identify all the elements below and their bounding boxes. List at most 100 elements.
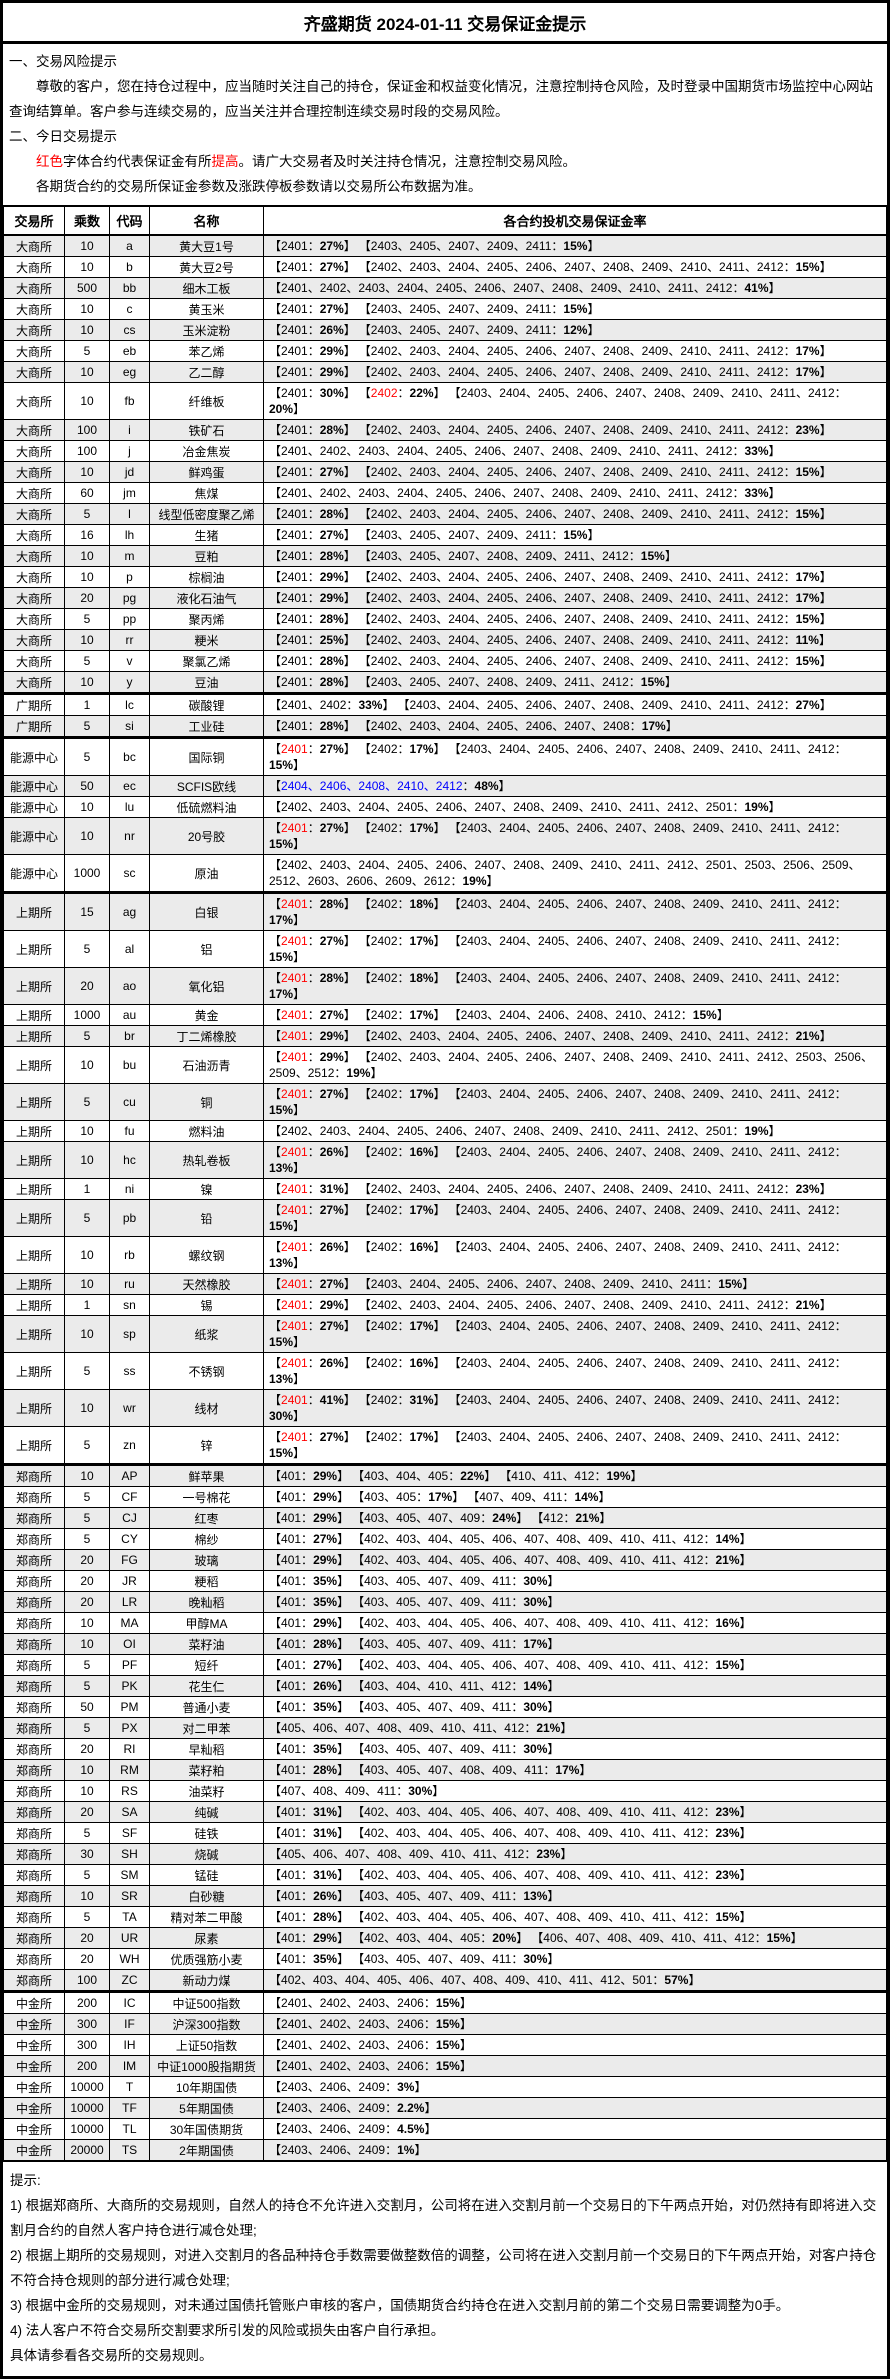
multiplier-cell: 10 [64,1612,110,1634]
margin-rate-value: 15% [269,1335,294,1349]
multiplier-cell: 200 [64,1990,110,2014]
contract-months: 2402 [370,1429,398,1444]
margin-rate-value: 30% [523,1951,548,1966]
contract-group: 【402、403、404、405：20%】 [358,1930,529,1945]
multiplier-cell: 1000 [64,1004,110,1026]
margin-rate-value: 35% [313,1594,338,1609]
multiplier-cell: 5 [64,1199,110,1237]
margin-rate-value: 29% [319,1297,344,1312]
multiplier-cell: 10 [64,629,110,651]
margin-rate-value: 19% [606,1468,631,1483]
contract-months: 2402 [370,385,398,400]
contract-months: 412 [543,1510,564,1525]
margin-rates-cell: 【2403、2406、2409：1%】 [263,2139,887,2162]
margin-rates-cell: 【2401、2402、2403、2406：15%】 [263,2034,887,2056]
name-cell: 焦煤 [149,482,264,504]
contract-months: 2401、2402、2403、2406 [281,2058,424,2073]
exchange-cell: 大商所 [3,650,65,672]
margin-rates-cell: 【2401、2402、2403、2404、2405、2406、2407、2408… [263,277,887,299]
name-cell: 黄大豆1号 [149,234,264,257]
contract-group: 【2402：18%】 [364,970,446,985]
exchange-cell: 大商所 [3,566,65,588]
name-cell: 螺纹钢 [149,1236,264,1274]
contract-group: 【2401、2402、2403、2406：15%】 [269,2016,472,2031]
contract-months: 2402、2403、2404、2405、2406、2407、2408、2409、… [281,1123,733,1138]
table-row: 上期所 10 sp 纸浆 【2401：27%】 【2402：17%】 【2403、2404、… [3,1315,887,1353]
contract-group: 【2401：27%】 [269,259,356,274]
margin-rates-cell: 【2401、2402、2403、2406：15%】 [263,2013,887,2035]
contract-group: 【2402、2403、2404、2405、2406、2407、2408、2409… [364,590,832,605]
margin-rates-cell: 【401：29%】 【402、403、404、405、406、407、408、40… [263,1549,887,1571]
contract-months: 402、403、404、405、406、407、408、409、410、411、… [364,1615,704,1630]
contract-months: 2402 [370,1144,398,1159]
contract-group: 【2401、2402、2403、2406：15%】 [269,1995,472,2010]
margin-rate-value: 17% [795,569,820,584]
contract-group: 【403、404、410、411、412：14%】 [358,1678,560,1693]
name-cell: 沪深300指数 [149,2013,264,2035]
contract-months: 2401 [281,259,308,274]
contract-group: 【2403、2404、2405、2406、2407、2408、2409、2410… [269,1144,847,1176]
contract-group: 【2402、2403、2404、2405、2406、2407、2408、2409… [364,464,832,479]
code-cell: LR [109,1591,150,1613]
contract-group: 【2401：27%】 [269,1202,356,1217]
code-cell: zn [109,1426,150,1465]
margin-rate-value: 27% [313,1657,338,1672]
contract-months: 401 [281,1468,302,1483]
exchange-cell: 大商所 [3,440,65,462]
contract-group: 【2401：27%】 [269,301,356,316]
margin-rate-value: 15% [435,1995,460,2010]
name-cell: 菜籽粕 [149,1759,264,1781]
margin-rate-value: 30% [269,1409,294,1423]
exchange-cell: 大商所 [3,671,65,694]
margin-rates-cell: 【401：28%】 【403、405、407、408、409、411：17%】 [263,1759,887,1781]
margin-rates-cell: 【401：35%】 【403、405、407、409、411：30%】 [263,1591,887,1613]
multiplier-cell: 10 [64,671,110,694]
margin-rate-value: 25% [319,632,344,647]
name-cell: 上证50指数 [149,2034,264,2056]
margin-rate-value: 28% [319,653,344,668]
contract-months: 403、405、407、409、411 [364,1594,512,1609]
table-row: 大商所 5 l 线型低密度聚乙烯 【2401：28%】 【2402、2403、2404、2… [3,503,887,525]
table-row: 上期所 10 ru 天然橡胶 【2401：27%】 【2403、2404、2405、240… [3,1273,887,1295]
multiplier-cell: 10000 [64,2076,110,2098]
multiplier-cell: 10 [64,382,110,420]
margin-rate-value: 19% [462,874,487,888]
table-row: 大商所 5 v 聚氯乙烯 【2401：28%】 【2402、2403、2404、2405、… [3,650,887,672]
contract-group: 【2401：27%】 [269,741,356,756]
code-cell: IF [109,2013,150,2035]
multiplier-cell: 5 [64,715,110,738]
multiplier-cell: 10 [64,796,110,818]
margin-rate-value: 16% [409,1239,434,1254]
table-row: 大商所 10 cs 玉米淀粉 【2401：26%】 【2403、2405、2407、240… [3,319,887,341]
margin-rate-value: 2.2% [397,2100,425,2115]
contract-months: 2403、2406、2409 [281,2121,386,2136]
margin-rates-cell: 【2401：28%】 【2402：18%】 【2403、2404、2405、2406… [263,967,887,1005]
margin-rate-value: 15% [795,653,820,668]
margin-rates-cell: 【2401：26%】 【2402：16%】 【2403、2404、2405、2406… [263,1236,887,1274]
table-row: 中金所 300 IF 沪深300指数 【2401、2402、2403、2406：15%】 [3,2013,887,2035]
margin-rates-cell: 【402、403、404、405、406、407、408、409、410、411… [263,1969,887,1992]
contract-group: 【2401：26%】 [269,322,356,337]
name-cell: 镍 [149,1178,264,1200]
contract-group: 【403、404、405：22%】 [358,1468,497,1483]
margin-rates-cell: 【2402、2403、2404、2405、2406、2407、2408、2409… [263,854,887,893]
contract-months: 402、403、404、405、406、407、408、409、410、411、… [364,1909,704,1924]
contract-group: 【2402：31%】 [364,1392,446,1407]
code-cell: UR [109,1927,150,1949]
contract-months: 2404、2406、2408、2410、2412 [281,778,463,793]
margin-rates-cell: 【401：29%】 【403、405：17%】 【407、409、411：14%】 [263,1486,887,1508]
margin-rate-value: 14% [523,1678,548,1693]
code-cell: ru [109,1273,150,1295]
margin-rates-cell: 【2401：27%】 【2402：17%】 【2403、2404、2405、2406… [263,1426,887,1465]
margin-rates-cell: 【401：35%】 【403、405、407、409、411：30%】 [263,1738,887,1760]
code-cell: WH [109,1948,150,1970]
contract-group: 【401：31%】 [269,1804,350,1819]
margin-rates-cell: 【2401：29%】 【2402、2403、2404、2405、2406、2407… [263,361,887,383]
margin-rate-value: 24% [492,1510,517,1525]
code-cell: ni [109,1178,150,1200]
margin-rate-value: 15% [269,950,294,964]
margin-rates-cell: 【2401：27%】 【2402：17%】 【2403、2404、2406、2408… [263,1004,887,1026]
contract-months: 2403、2405、2407、2409、2411 [370,238,552,253]
exchange-cell: 中金所 [3,2097,65,2119]
